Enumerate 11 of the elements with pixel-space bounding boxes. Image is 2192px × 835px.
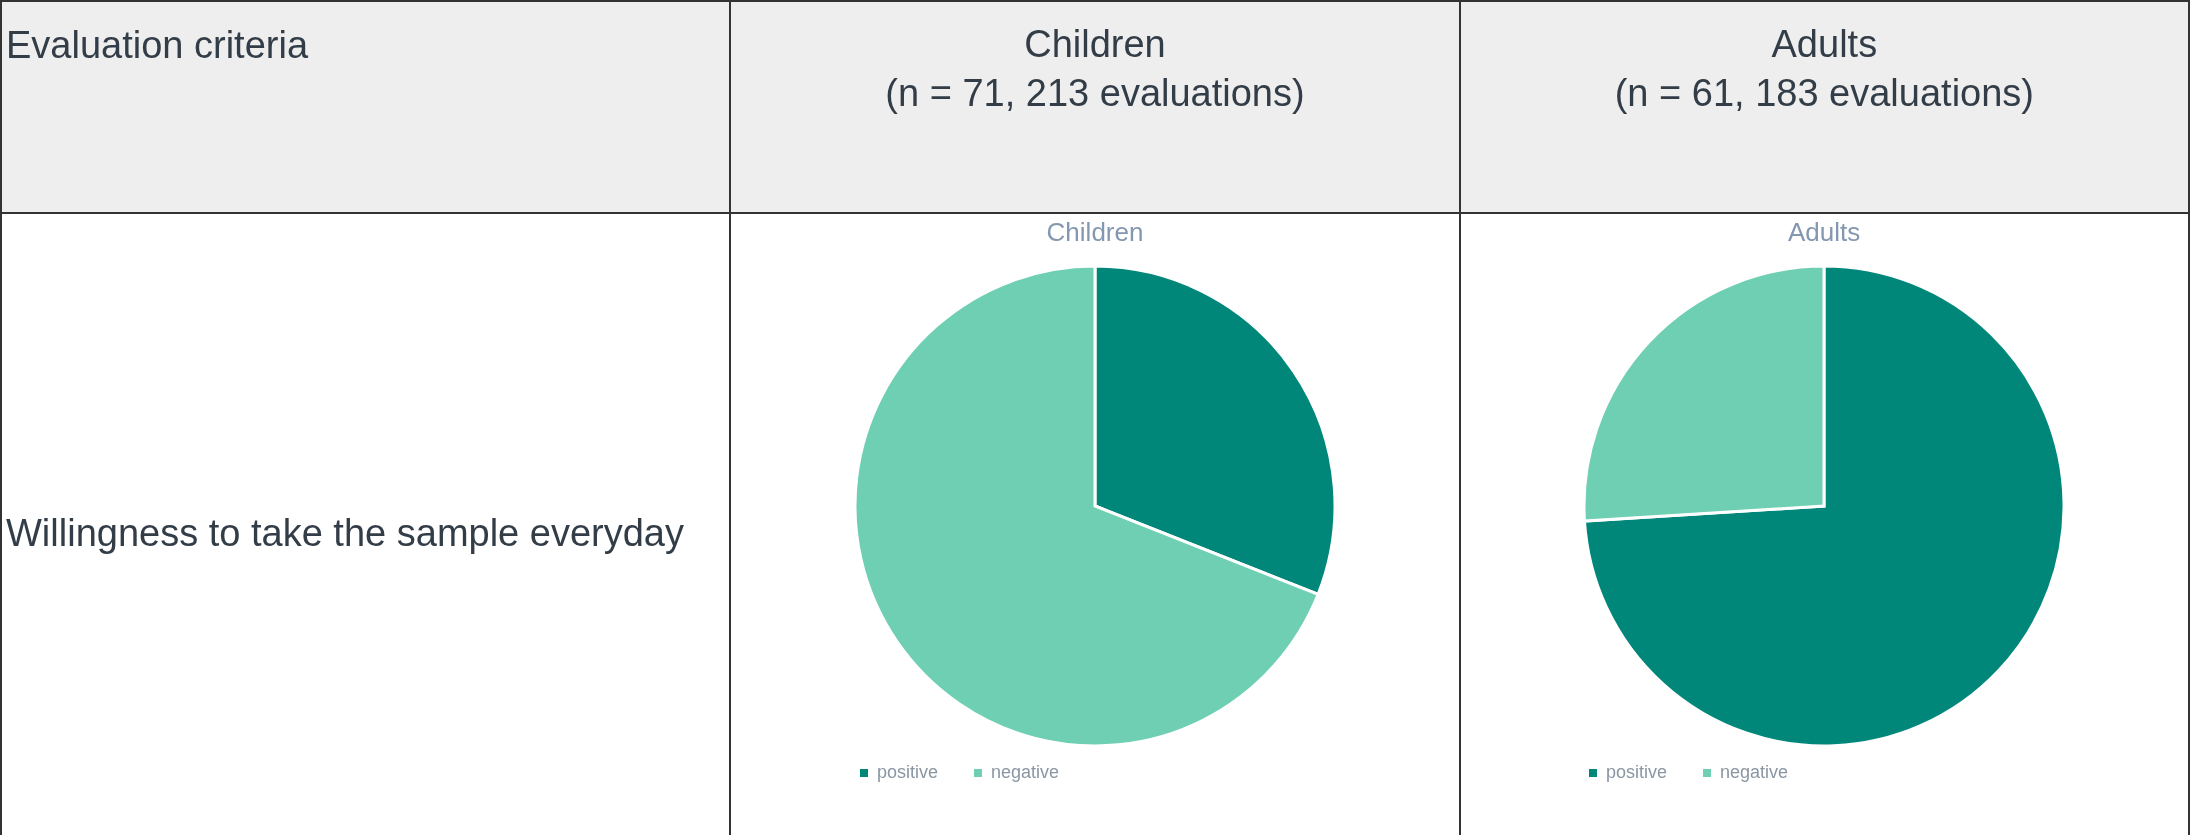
legend-label: negative xyxy=(990,762,1060,782)
legend-label: positive xyxy=(1606,762,1668,782)
text: Children (n = 71, 213 evaluations) xyxy=(730,1,1460,213)
chart-title: Children xyxy=(1046,217,1144,247)
legend-label: positive xyxy=(876,762,939,782)
text: Adults (n = 61, 183 evaluations) xyxy=(1459,1,2189,213)
chart-title: Adults xyxy=(1788,217,1861,247)
text: Willingness to take the sample everyday xyxy=(1,213,731,835)
legend-label: negative xyxy=(1720,762,1789,782)
text: Evaluation criteria xyxy=(1,1,731,213)
pie-slice xyxy=(1583,264,2066,748)
